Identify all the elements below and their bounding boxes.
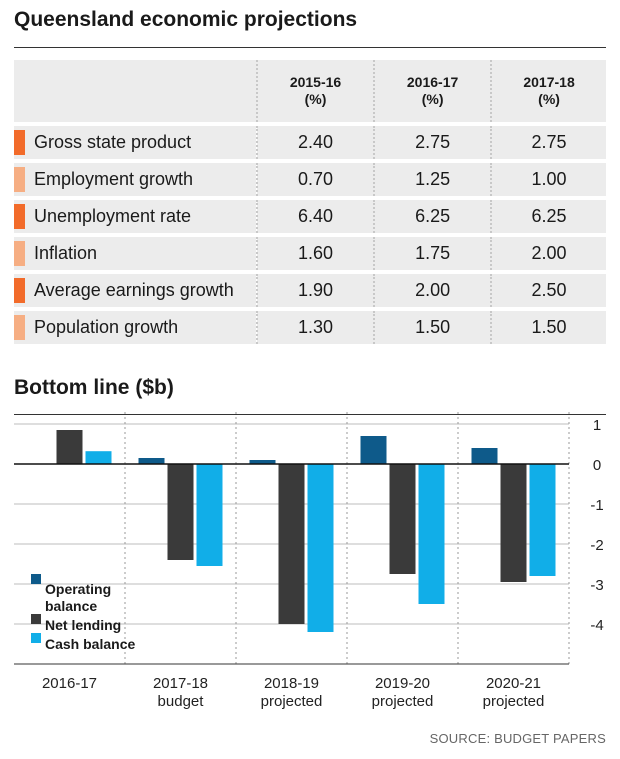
bar	[529, 464, 556, 576]
row-label-text: Unemployment rate	[34, 206, 192, 226]
x-tick-label: 2017-18	[153, 675, 208, 692]
header-label-cell	[14, 60, 257, 124]
row-value: 2.50	[490, 270, 606, 309]
legend-label: Net lending	[45, 617, 121, 633]
y-tick-label: 1	[593, 417, 601, 434]
table-row: Inflation 1.60 1.75 2.00	[14, 233, 606, 272]
row-value: 1.75	[373, 233, 492, 272]
row-value: 1.50	[373, 307, 492, 344]
table-row: Gross state product 2.40 2.75 2.75	[14, 122, 606, 161]
row-label-text: Gross state product	[34, 132, 192, 152]
row-value: 1.00	[490, 159, 606, 198]
row-label-text: Average earnings growth	[34, 280, 234, 300]
legend-label: Cash balance	[45, 636, 135, 652]
row-label: Employment growth	[14, 159, 257, 198]
bar	[418, 464, 445, 604]
x-tick-label: projected	[372, 693, 434, 710]
y-tick-label: -1	[590, 497, 603, 514]
row-label-text: Population growth	[34, 317, 179, 337]
projections-table: 2015-16 (%) 2016-17 (%) 2017-18 (%) Gross s…	[14, 60, 606, 344]
y-tick-label: -3	[590, 577, 603, 594]
column-unit: (%)	[304, 91, 327, 107]
x-tick-label: budget	[158, 693, 205, 710]
row-color-marker	[14, 204, 25, 229]
row-value: 6.40	[255, 196, 375, 235]
legend-swatch	[31, 633, 41, 643]
column-header: 2015-16 (%)	[255, 60, 375, 124]
row-color-marker	[14, 130, 25, 155]
bar	[56, 430, 83, 464]
row-value: 6.25	[490, 196, 606, 235]
x-tick-label: 2020-21	[486, 675, 541, 692]
row-value: 1.90	[255, 270, 375, 309]
bar	[249, 460, 276, 464]
bar	[196, 464, 223, 566]
row-color-marker	[14, 167, 25, 192]
legend-label: Operating	[45, 581, 111, 597]
row-label-text: Employment growth	[34, 169, 194, 189]
bar	[389, 464, 416, 574]
bar	[471, 448, 498, 464]
row-value: 6.25	[373, 196, 492, 235]
table-title: Queensland economic projections	[14, 8, 358, 31]
x-tick-label: 2016-17	[42, 675, 97, 692]
title-rule	[14, 47, 606, 48]
row-value: 2.75	[490, 122, 606, 161]
column-unit: (%)	[538, 91, 560, 107]
y-tick-label: -4	[590, 617, 603, 634]
source-note: SOURCE: BUDGET PAPERS	[429, 731, 606, 746]
column-header: 2016-17 (%)	[373, 60, 492, 124]
legend-swatch	[31, 574, 41, 584]
row-label: Unemployment rate	[14, 196, 257, 235]
chart-title: Bottom line ($b)	[14, 376, 174, 399]
row-value: 2.75	[373, 122, 492, 161]
x-tick-label: projected	[483, 693, 545, 710]
bar	[85, 451, 112, 464]
column-unit: (%)	[421, 91, 444, 107]
chart-rule	[14, 414, 606, 415]
column-year: 2015-16	[289, 74, 342, 90]
bar	[500, 464, 527, 582]
x-tick-label: 2018-19	[264, 675, 319, 692]
row-color-marker	[14, 241, 25, 266]
row-color-marker	[14, 315, 25, 340]
row-label: Gross state product	[14, 122, 257, 161]
row-color-marker	[14, 278, 25, 303]
bar	[167, 464, 194, 560]
row-value: 2.40	[255, 122, 375, 161]
row-label-text: Inflation	[34, 243, 98, 263]
y-tick-label: -2	[590, 537, 603, 554]
row-value: 2.00	[373, 270, 492, 309]
legend-label: balance	[45, 598, 97, 614]
row-label: Population growth	[14, 307, 257, 344]
bar	[360, 436, 387, 464]
table-row: Average earnings growth 1.90 2.00 2.50	[14, 270, 606, 309]
x-tick-label: 2019-20	[375, 675, 430, 692]
row-value: 1.30	[255, 307, 375, 344]
row-value: 1.60	[255, 233, 375, 272]
bar	[278, 464, 305, 624]
table-row: Employment growth 0.70 1.25 1.00	[14, 159, 606, 198]
table-row: Population growth 1.30 1.50 1.50	[14, 307, 606, 344]
bar	[138, 458, 165, 464]
column-year: 2016-17	[406, 74, 459, 90]
row-label: Inflation	[14, 233, 257, 272]
column-year: 2017-18	[523, 74, 575, 90]
table-header-row: 2015-16 (%) 2016-17 (%) 2017-18 (%)	[14, 60, 606, 124]
legend-swatch	[31, 614, 41, 624]
column-header: 2017-18 (%)	[490, 60, 606, 124]
row-value: 0.70	[255, 159, 375, 198]
x-tick-label: projected	[261, 693, 323, 710]
row-value: 1.25	[373, 159, 492, 198]
table-row: Unemployment rate 6.40 6.25 6.25	[14, 196, 606, 235]
row-value: 1.50	[490, 307, 606, 344]
row-label: Average earnings growth	[14, 270, 257, 309]
y-tick-label: 0	[593, 457, 601, 474]
row-value: 2.00	[490, 233, 606, 272]
bar	[307, 464, 334, 632]
